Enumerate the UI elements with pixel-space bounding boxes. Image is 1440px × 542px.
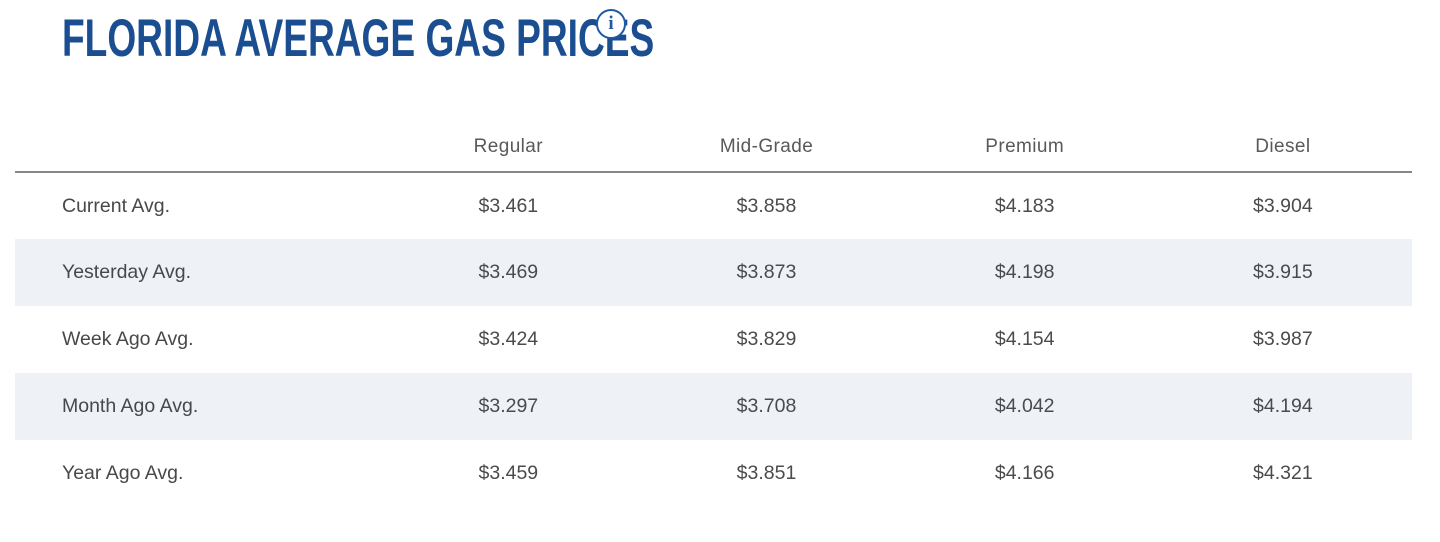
row-label: Week Ago Avg. <box>62 328 194 350</box>
row-label: Current Avg. <box>62 194 171 217</box>
price-cell: $3.459 <box>478 462 539 484</box>
price-cell: $3.461 <box>478 194 539 217</box>
info-icon[interactable]: i <box>596 9 626 39</box>
price-cell: $3.297 <box>478 395 539 417</box>
column-header-diesel: Diesel <box>1153 122 1412 173</box>
table-row-yesterday-avg: Yesterday Avg. $3.469 $3.873 $4.198 $3.9… <box>15 239 1412 306</box>
page-title: FLORIDA AVERAGE GAS PRICES <box>62 9 655 68</box>
column-header-regular: Regular <box>379 122 638 173</box>
table-row-week-ago-avg: Week Ago Avg. $3.424 $3.829 $4.154 $3.98… <box>15 306 1412 373</box>
price-cell: $3.873 <box>736 261 797 283</box>
column-header-premium: Premium <box>895 122 1154 173</box>
table-row-month-ago-avg: Month Ago Avg. $3.297 $3.708 $4.042 $4.1… <box>15 373 1412 440</box>
price-cell: $4.042 <box>994 395 1055 417</box>
price-cell: $3.829 <box>736 328 797 350</box>
price-cell: $3.915 <box>1253 261 1313 283</box>
header-row: Regular Mid-Grade Premium Diesel <box>15 122 1412 173</box>
gas-prices-table: Regular Mid-Grade Premium Diesel Current… <box>15 122 1412 507</box>
price-cell: $3.858 <box>736 194 797 217</box>
price-cell: $3.469 <box>478 261 539 283</box>
price-cell: $3.851 <box>736 462 797 484</box>
table-body: Current Avg. $3.461 $3.858 $4.183 $3.904… <box>15 172 1412 507</box>
price-cell: $3.424 <box>478 328 539 350</box>
row-label: Yesterday Avg. <box>62 261 192 283</box>
table-header: Regular Mid-Grade Premium Diesel <box>15 122 1412 173</box>
price-cell: $4.166 <box>994 462 1055 484</box>
column-header-mid-grade: Mid-Grade <box>637 122 896 173</box>
row-label: Year Ago Avg. <box>62 462 184 484</box>
table-row-year-ago-avg: Year Ago Avg. $3.459 $3.851 $4.166 $4.32… <box>15 440 1412 507</box>
price-cell: $3.904 <box>1253 194 1313 217</box>
price-cell: $4.198 <box>994 261 1055 283</box>
row-label: Month Ago Avg. <box>62 395 199 417</box>
price-cell: $3.708 <box>736 395 797 417</box>
price-cell: $4.154 <box>994 328 1055 350</box>
header-corner-cell <box>15 122 380 173</box>
price-cell: $3.987 <box>1253 328 1313 350</box>
price-cell: $4.194 <box>1253 395 1313 417</box>
table-row-current-avg: Current Avg. $3.461 $3.858 $4.183 $3.904 <box>15 172 1412 239</box>
price-cell: $4.321 <box>1253 462 1313 484</box>
price-cell: $4.183 <box>994 194 1055 217</box>
section-header: FLORIDA AVERAGE GAS PRICES i <box>62 9 908 68</box>
